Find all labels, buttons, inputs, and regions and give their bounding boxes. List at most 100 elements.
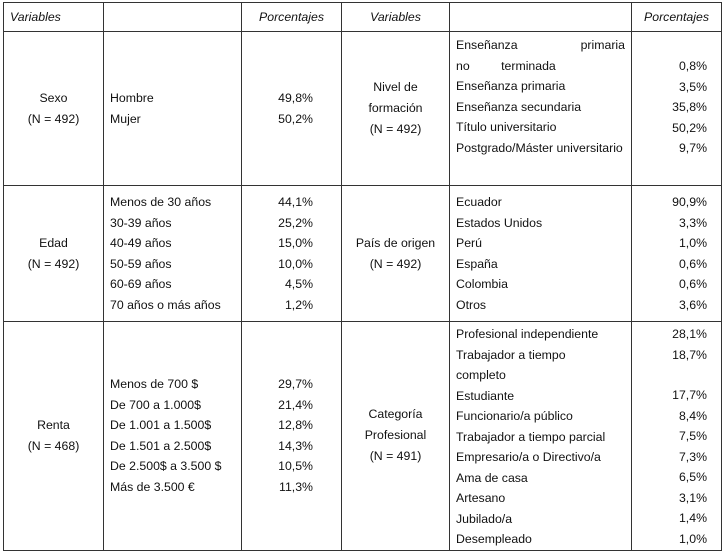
category-label: Estados Unidos bbox=[456, 215, 543, 230]
percent-value: 10,0% bbox=[278, 256, 313, 271]
variable-cell-nivel-formacion: Nivel de formación (N = 492) bbox=[341, 31, 450, 186]
percent-value: 6,5% bbox=[678, 470, 707, 484]
variable-n: (N = 468) bbox=[27, 438, 80, 453]
variable-name: Nivel de bbox=[373, 80, 418, 94]
category-label: De 2.500$ a 3.500 $ bbox=[110, 459, 222, 474]
percent-value: 4,5% bbox=[284, 277, 313, 291]
header-row: Variables Porcentajes Variables Porcenta… bbox=[3, 2, 722, 32]
variable-cell-sexo: Sexo (N = 492) bbox=[3, 31, 104, 186]
variable-n: (N = 491) bbox=[369, 449, 422, 464]
percent-value: 1,2% bbox=[284, 297, 313, 312]
percent-value: 0,8% bbox=[678, 59, 707, 73]
category-label: Trabajador a tiempo parcial bbox=[456, 429, 606, 444]
categories-cell-sexo: Hombre Mujer bbox=[103, 31, 242, 186]
percent-value: 3,5% bbox=[678, 79, 707, 94]
category-label: Enseñanza secundaria bbox=[456, 99, 582, 114]
percent-cell-categoria-profesional: 28,1% 18,7% 17,7% 8,4% 7,5% 7,3% 6,5% 3,… bbox=[631, 321, 722, 551]
percent-value: 35,8% bbox=[672, 100, 707, 114]
category-label: De 1.501 a 2.500$ bbox=[110, 438, 212, 453]
percent-value: 28,1% bbox=[672, 327, 707, 341]
category-label: Ama de casa bbox=[456, 470, 528, 485]
percent-cell-renta: 29,7% 21,4% 12,8% 14,3% 10,5% 11,3% bbox=[241, 321, 342, 551]
category-label: Jubilado/a bbox=[456, 511, 513, 526]
percent-value: 1,4% bbox=[678, 511, 707, 525]
percent-value: 25,2% bbox=[278, 215, 313, 230]
percent-cell-nivel-formacion: 0,8% 3,5% 35,8% 50,2% 9,7% bbox=[631, 31, 722, 186]
demographics-table: Variables Porcentajes Variables Porcenta… bbox=[3, 2, 722, 551]
variable-cell-pais-origen: País de origen (N = 492) bbox=[341, 185, 450, 322]
table-row: Renta (N = 468) Menos de 700 $ De 700 a … bbox=[3, 321, 722, 551]
percent-value: 3,1% bbox=[678, 490, 707, 505]
percent-value: 90,9% bbox=[672, 195, 707, 209]
percent-value: 0,6% bbox=[678, 256, 707, 271]
category-label: Mujer bbox=[110, 111, 141, 126]
percent-value: 1,0% bbox=[678, 531, 707, 546]
category-label: Desempleado bbox=[456, 532, 532, 546]
variable-name: Categoría bbox=[368, 407, 423, 422]
variable-name: País de origen bbox=[355, 235, 436, 250]
category-label: Profesional independiente bbox=[456, 327, 599, 341]
percent-value: 44,1% bbox=[278, 195, 313, 209]
header-variables-right: Variables bbox=[341, 2, 450, 32]
table-row: Sexo (N = 492) Hombre Mujer 49,8% 50,2% … bbox=[3, 31, 722, 186]
category-label: 50-59 años bbox=[110, 256, 172, 271]
category-label: Postgrado/Máster universitario bbox=[456, 140, 623, 155]
category-label: Funcionario/a público bbox=[456, 409, 573, 423]
variable-name: Sexo bbox=[39, 90, 68, 105]
header-variables-left: Variables bbox=[3, 2, 104, 32]
categories-cell-nivel-formacion: Enseñanza primaria no terminada Enseñanz… bbox=[449, 31, 632, 186]
categories-cell-pais-origen: Ecuador Estados Unidos Perú España Colom… bbox=[449, 185, 632, 322]
category-label: Otros bbox=[456, 297, 487, 312]
percent-value: 17,7% bbox=[672, 388, 707, 402]
header-categories-left bbox=[103, 2, 242, 32]
category-label: Menos de 30 años bbox=[110, 195, 212, 209]
percent-value: 0,6% bbox=[678, 277, 707, 291]
category-label: De 1.001 a 1.500$ bbox=[110, 418, 212, 433]
percent-value: 14,3% bbox=[278, 438, 313, 453]
variable-name: formación bbox=[368, 101, 423, 115]
category-label: 30-39 años bbox=[110, 215, 172, 230]
variable-n: (N = 492) bbox=[369, 122, 422, 136]
percent-value: 50,2% bbox=[672, 120, 707, 135]
percent-value: 7,3% bbox=[678, 449, 707, 464]
variable-name: Profesional bbox=[364, 428, 427, 443]
categories-cell-edad: Menos de 30 años 30-39 años 40-49 años 5… bbox=[103, 185, 242, 322]
categories-cell-renta: Menos de 700 $ De 700 a 1.000$ De 1.001 … bbox=[103, 321, 242, 551]
category-label: Artesano bbox=[456, 491, 506, 505]
percent-value: 12,8% bbox=[278, 418, 313, 433]
percent-value: 11,3% bbox=[279, 479, 313, 494]
variable-cell-categoria-profesional: Categoría Profesional (N = 491) bbox=[341, 321, 450, 551]
category-label: España bbox=[456, 256, 498, 271]
category-label: 40-49 años bbox=[110, 236, 172, 250]
category-label: Empresario/a o Directivo/a bbox=[456, 450, 601, 464]
category-label: Trabajador a tiempo completo bbox=[456, 347, 566, 383]
variable-name: Edad bbox=[39, 235, 68, 250]
variable-n: (N = 492) bbox=[27, 256, 80, 271]
category-label: Perú bbox=[456, 236, 482, 250]
category-label: Más de 3.500 € bbox=[110, 479, 195, 494]
category-label: Ecuador bbox=[456, 195, 502, 209]
category-label: Título universitario bbox=[456, 120, 557, 134]
category-label: Enseñanza primaria bbox=[456, 79, 566, 93]
percent-value: 3,3% bbox=[678, 215, 707, 230]
variable-name: Renta bbox=[37, 417, 70, 432]
percent-value: 18,7% bbox=[672, 347, 707, 362]
category-label: De 700 a 1.000$ bbox=[110, 397, 201, 412]
variable-n: (N = 492) bbox=[27, 111, 80, 126]
percent-value: 7,5% bbox=[678, 429, 707, 443]
percent-value: 3,6% bbox=[678, 297, 707, 312]
percent-value: 50,2% bbox=[278, 111, 313, 126]
variable-n: (N = 492) bbox=[369, 256, 422, 271]
category-label: Hombre bbox=[110, 91, 154, 105]
header-percent-right: Porcentajes bbox=[631, 2, 722, 32]
percent-value: 21,4% bbox=[278, 397, 313, 412]
percent-value: 29,7% bbox=[278, 377, 313, 392]
category-label: 70 años o más años bbox=[110, 297, 221, 312]
category-label: Enseñanza primaria no terminada bbox=[456, 38, 625, 73]
percent-value: 49,8% bbox=[278, 91, 313, 105]
percent-value: 9,7% bbox=[678, 141, 707, 155]
percent-cell-sexo: 49,8% 50,2% bbox=[241, 31, 342, 186]
percent-value: 10,5% bbox=[278, 459, 313, 474]
percent-value: 1,0% bbox=[678, 236, 707, 250]
